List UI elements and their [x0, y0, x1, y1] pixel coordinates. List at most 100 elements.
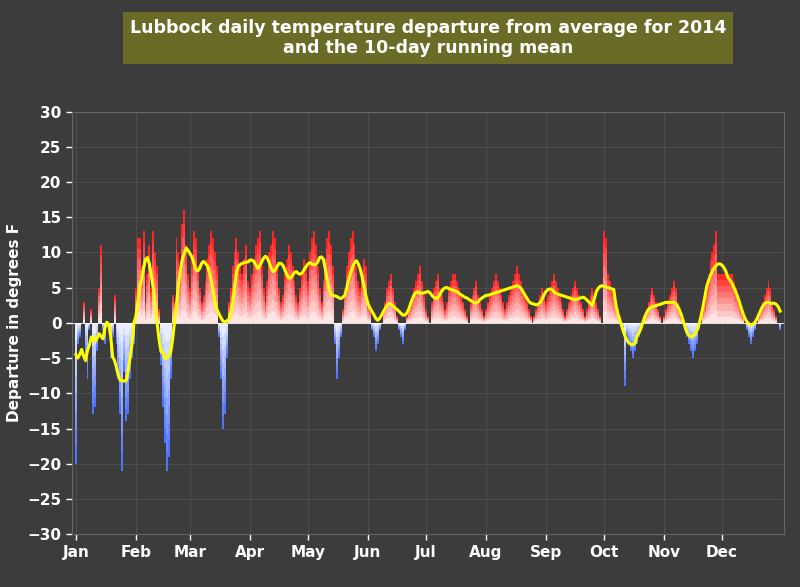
Bar — [750, 331, 752, 333]
Bar — [561, 321, 562, 323]
Bar — [212, 238, 214, 249]
Bar — [475, 281, 478, 286]
Bar — [336, 358, 338, 365]
Bar — [624, 370, 626, 379]
Bar — [235, 302, 238, 312]
Bar — [667, 310, 669, 312]
Bar — [114, 312, 115, 316]
Bar — [528, 318, 530, 319]
Bar — [185, 313, 187, 323]
Bar — [628, 333, 630, 336]
Bar — [94, 376, 96, 386]
Bar — [448, 296, 450, 301]
Bar — [526, 307, 528, 310]
Bar — [302, 274, 303, 280]
Bar — [774, 309, 775, 311]
Bar — [230, 296, 232, 301]
Bar — [205, 302, 206, 307]
Bar — [119, 335, 122, 346]
Bar — [423, 298, 425, 302]
Bar — [298, 310, 299, 312]
Bar — [228, 310, 230, 312]
Bar — [210, 265, 212, 277]
Bar — [580, 307, 582, 310]
Bar — [595, 315, 598, 318]
Bar — [505, 316, 506, 318]
Bar — [418, 298, 419, 304]
Bar — [110, 323, 112, 328]
Bar — [677, 312, 678, 315]
Bar — [704, 302, 706, 304]
Bar — [218, 323, 220, 325]
Bar — [135, 288, 137, 292]
Bar — [332, 302, 334, 309]
Bar — [152, 231, 154, 243]
Bar — [82, 304, 85, 307]
Bar — [414, 301, 415, 305]
Bar — [506, 310, 508, 312]
Bar — [505, 311, 506, 312]
Bar — [257, 238, 258, 249]
Bar — [332, 309, 334, 316]
Bar — [362, 298, 363, 304]
Bar — [133, 339, 135, 342]
Bar — [249, 296, 251, 301]
Bar — [478, 309, 479, 312]
Bar — [149, 294, 150, 303]
Bar — [146, 286, 149, 292]
Bar — [362, 274, 363, 280]
Bar — [770, 305, 771, 310]
Bar — [456, 286, 458, 291]
Bar — [257, 291, 258, 302]
Bar — [423, 316, 425, 319]
Bar — [100, 313, 102, 323]
Bar — [243, 307, 245, 315]
Bar — [586, 318, 588, 319]
Bar — [141, 295, 142, 302]
Bar — [494, 298, 497, 304]
Bar — [251, 280, 253, 286]
Bar — [766, 305, 767, 310]
Bar — [152, 243, 154, 254]
Bar — [228, 321, 230, 323]
Bar — [497, 302, 498, 307]
Bar — [358, 291, 359, 296]
Bar — [75, 323, 77, 340]
Bar — [710, 284, 711, 291]
Bar — [114, 302, 115, 305]
Bar — [249, 319, 251, 323]
Bar — [598, 319, 599, 321]
Bar — [382, 316, 385, 318]
Bar — [686, 333, 688, 335]
Bar — [338, 353, 340, 358]
Bar — [268, 288, 270, 296]
Bar — [711, 270, 714, 279]
Bar — [294, 281, 295, 286]
Bar — [464, 309, 466, 311]
Bar — [354, 245, 355, 255]
Bar — [328, 254, 330, 265]
Bar — [123, 329, 126, 335]
Bar — [427, 316, 429, 317]
Bar — [671, 314, 673, 319]
Bar — [295, 316, 298, 319]
Bar — [665, 311, 667, 312]
Bar — [216, 316, 218, 323]
Bar — [247, 312, 249, 318]
Bar — [634, 337, 636, 340]
Bar — [390, 311, 392, 317]
Bar — [632, 340, 634, 345]
Bar — [674, 296, 677, 301]
Bar — [673, 307, 674, 312]
Bar — [538, 315, 539, 318]
Bar — [605, 281, 607, 291]
Bar — [373, 325, 374, 326]
Bar — [358, 312, 359, 318]
Bar — [614, 318, 617, 321]
Bar — [104, 328, 106, 331]
Bar — [578, 305, 580, 309]
Bar — [408, 312, 410, 314]
Bar — [402, 331, 404, 333]
Bar — [582, 321, 584, 323]
Bar — [655, 315, 658, 318]
